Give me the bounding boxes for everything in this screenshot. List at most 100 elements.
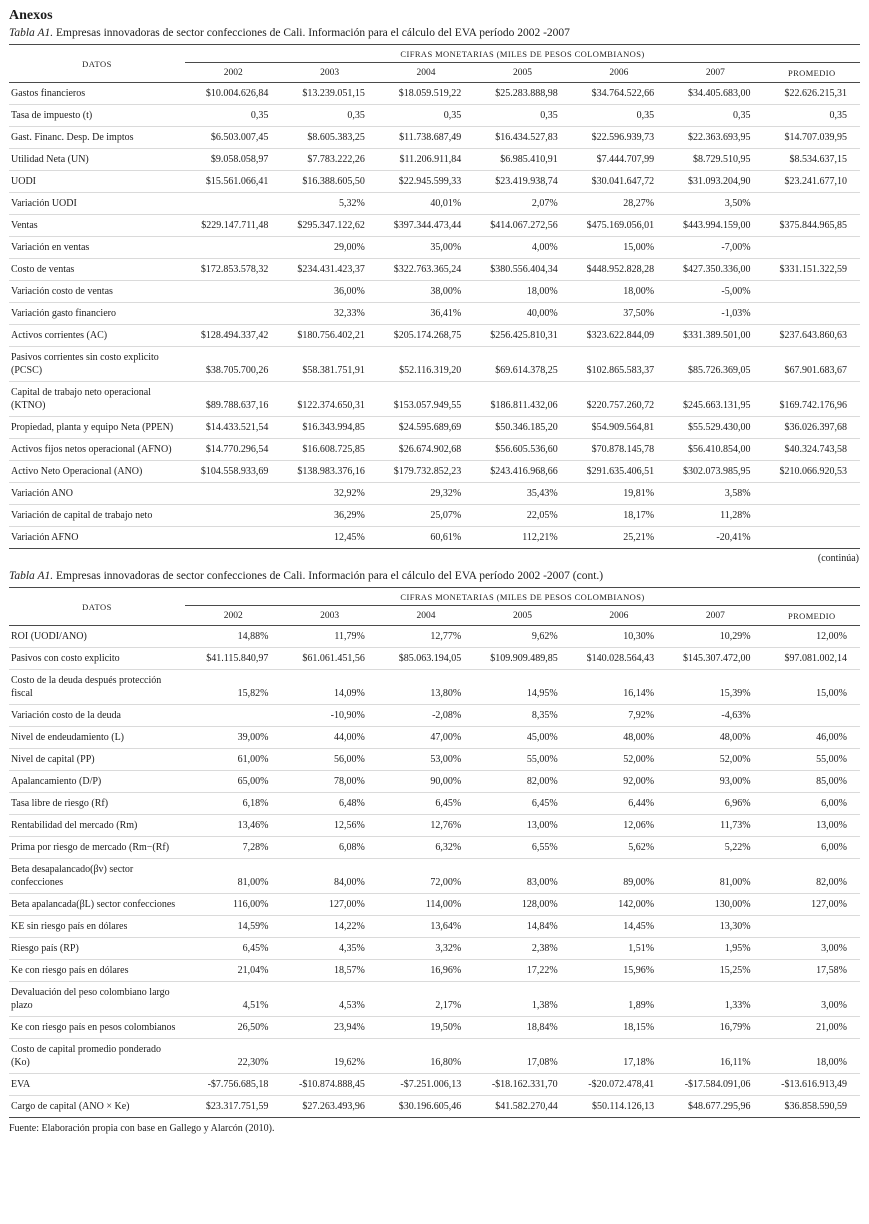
cell-value: 4,51% (185, 981, 282, 1017)
row-label: Utilidad Neta (UN) (9, 148, 185, 171)
cell-value: 10,29% (667, 625, 764, 648)
continues-note: (continúa) (817, 553, 859, 564)
cell-value: $13.239.051,15 (281, 82, 378, 105)
cell-value: 15,82% (185, 669, 282, 705)
cell-value: 6,48% (281, 792, 378, 815)
cell-value (185, 302, 282, 325)
cell-value: 16,79% (667, 1016, 764, 1039)
cell-value: 13,00% (474, 814, 571, 837)
cell-value: 60,61% (377, 526, 475, 549)
cell-value: 89,00% (570, 858, 668, 894)
cell-value: $102.865.583,37 (570, 346, 668, 382)
cell-value: $331.389.501,00 (667, 324, 764, 347)
row-label: Gast. Financ. Desp. De imptos (9, 126, 185, 149)
cell-value: $56.605.536,60 (474, 438, 571, 461)
cell-value: $23.317.751,59 (185, 1095, 282, 1118)
cell-value: $85.726.369,05 (667, 346, 764, 382)
table-row: Variación AFNO 12,45% 60,61% 112,21% 25,21% -… (9, 526, 860, 549)
cell-value: 12,77% (377, 625, 475, 648)
cell-value: 0,35 (377, 104, 475, 127)
cell-value: -$17.584.091,06 (667, 1073, 764, 1096)
column-header-2003: 2003 (281, 62, 378, 83)
cell-value: 40,00% (474, 302, 571, 325)
cell-value: 10,30% (570, 625, 668, 648)
cell-value: $67.901.683,67 (763, 346, 860, 382)
cell-value: 12,45% (281, 526, 378, 549)
cell-value: $205.174.268,75 (377, 324, 475, 347)
cell-value: $25.283.888,98 (474, 82, 571, 105)
cell-value: 8,35% (474, 704, 571, 727)
cell-value: $8.729.510,95 (667, 148, 764, 171)
cell-value: 37,50% (570, 302, 668, 325)
cell-value: 0,35 (474, 104, 571, 127)
cell-value: 85,00% (763, 770, 860, 793)
cell-value: $6.985.410,91 (474, 148, 571, 171)
cell-value: 35,00% (377, 236, 475, 259)
column-header-2007: 2007 (667, 62, 764, 83)
cell-value (185, 504, 282, 527)
cell-value: $14.770.296,54 (185, 438, 282, 461)
cell-value (763, 915, 860, 938)
row-label: Tasa libre de riesgo (Rf) (9, 792, 185, 815)
cell-value: 12,06% (570, 814, 668, 837)
cell-value: 18,84% (474, 1016, 571, 1039)
cell-value: 26,50% (185, 1016, 282, 1039)
cell-value: 6,32% (377, 836, 475, 859)
cell-value: $443.994.159,00 (667, 214, 764, 237)
cell-value: 16,96% (377, 959, 475, 982)
table-row: Nivel de endeudamiento (L) 39,00% 44,00% 47… (9, 726, 860, 749)
cell-value (185, 236, 282, 259)
cell-value: $55.529.430,00 (667, 416, 764, 439)
table-row: Variación costo de la deuda -10,90% -2,08%… (9, 704, 860, 727)
cell-value: 56,00% (281, 748, 378, 771)
cell-value: $237.643.860,63 (763, 324, 860, 347)
cell-value: 18,00% (763, 1038, 860, 1074)
table-row: Costo de la deuda después protección fis… (9, 669, 860, 705)
cell-value: 17,22% (474, 959, 571, 982)
table2-caption-text: Empresas innovadoras de sector confeccio… (55, 570, 604, 582)
column-header-2007: 2007 (667, 605, 764, 626)
cell-value: 14,95% (474, 669, 571, 705)
cell-value: $30.041.647,72 (570, 170, 668, 193)
row-label: Propiedad, planta y equipo Neta (PPEN) (9, 416, 185, 439)
cell-value: $40.324.743,58 (763, 438, 860, 461)
cell-value: $9.058.058,97 (185, 148, 282, 171)
cell-value: 6,45% (377, 792, 475, 815)
datos-column-header: DATOS (9, 44, 185, 83)
cell-value: 36,00% (281, 280, 378, 303)
cell-value: 22,05% (474, 504, 571, 527)
cell-value: $34.764.522,66 (570, 82, 668, 105)
cell-value: 82,00% (763, 858, 860, 894)
cell-value: $85.063.194,05 (377, 647, 475, 670)
cell-value: 1,38% (474, 981, 571, 1017)
cell-value: 6,45% (474, 792, 571, 815)
row-label: Ventas (9, 214, 185, 237)
cell-value: $41.115.840,97 (185, 647, 282, 670)
cell-value: $30.196.605,46 (377, 1095, 475, 1118)
cell-value: $153.057.949,55 (377, 381, 475, 417)
row-label: Prima por riesgo de mercado (Rm−(Rf) (9, 836, 185, 859)
cell-value: $172.853.578,32 (185, 258, 282, 281)
cell-value: -10,90% (281, 704, 378, 727)
cell-value: 15,39% (667, 669, 764, 705)
cell-value: 35,43% (474, 482, 571, 505)
cell-value: 12,00% (763, 625, 860, 648)
cell-value: $15.561.066,41 (185, 170, 282, 193)
column-header-2006: 2006 (570, 605, 668, 626)
cell-value: 2,17% (377, 981, 475, 1017)
cell-value: 128,00% (474, 893, 571, 916)
cell-value: 114,00% (377, 893, 475, 916)
table-row: Variación gasto financiero 32,33% 36,41% 40… (9, 302, 860, 325)
cell-value: 4,53% (281, 981, 378, 1017)
table2-caption: Tabla A1. Empresas innovadoras de sector… (9, 570, 860, 582)
cell-value: 32,92% (281, 482, 378, 505)
cell-value: 22,30% (185, 1038, 282, 1074)
table-row: Prima por riesgo de mercado (Rm−(Rf) 7,28… (9, 836, 860, 859)
cell-value: $375.844.965,85 (763, 214, 860, 237)
cell-value: 25,07% (377, 504, 475, 527)
cell-value: $50.346.185,20 (474, 416, 571, 439)
table-row: Ke con riesgo país en pesos colombianos 2… (9, 1016, 860, 1039)
cell-value (185, 526, 282, 549)
cell-value: $291.635.406,51 (570, 460, 668, 483)
cell-value: $56.410.854,00 (667, 438, 764, 461)
